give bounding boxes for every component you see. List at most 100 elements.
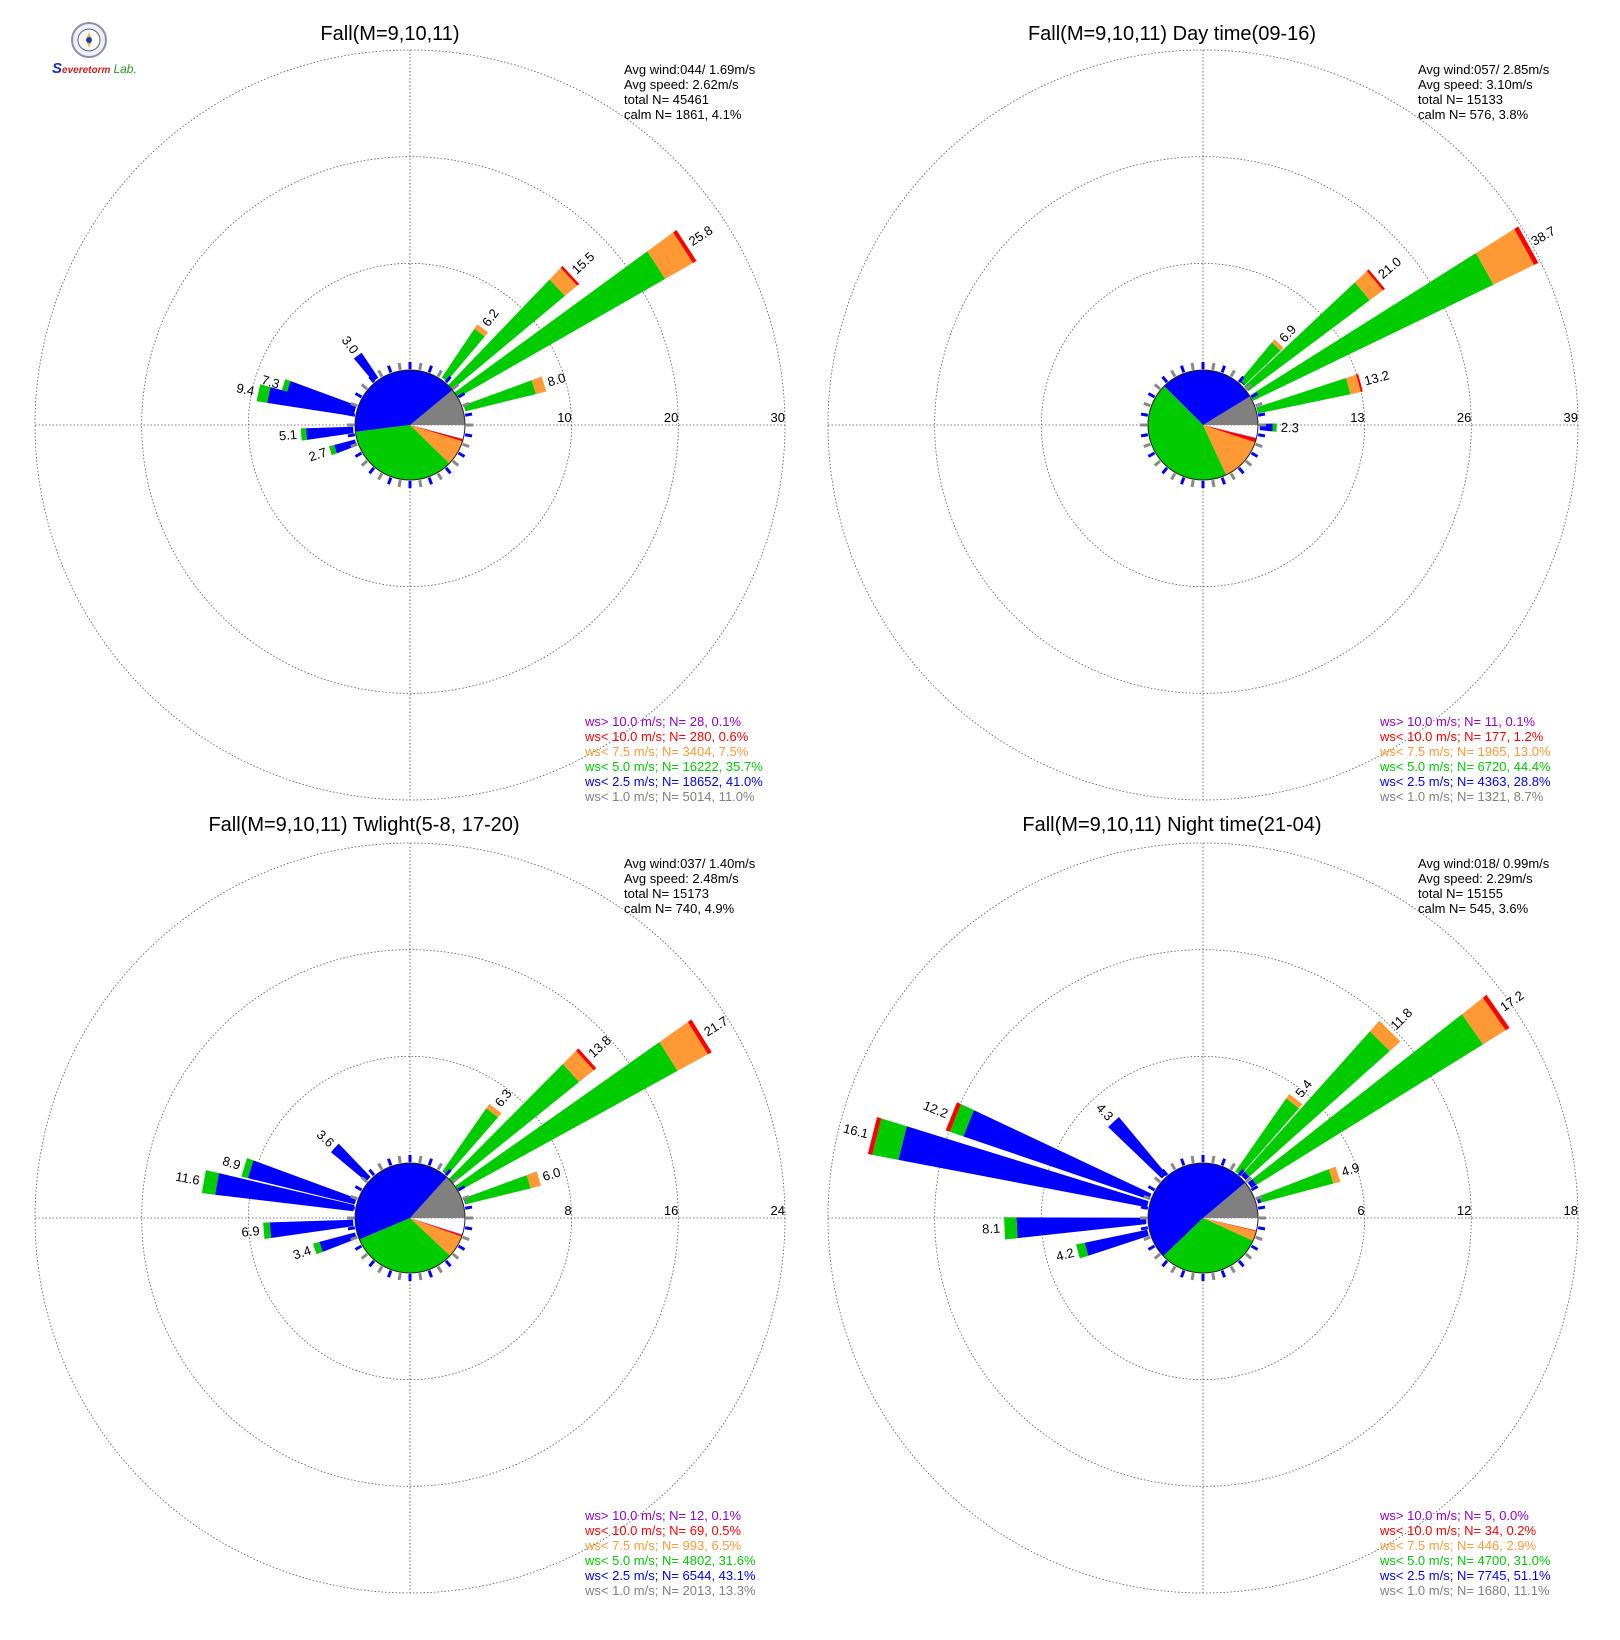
minor-direction-bar bbox=[387, 1158, 393, 1166]
minor-direction-bar bbox=[1250, 392, 1259, 399]
petal-segment-blue bbox=[1108, 1117, 1167, 1179]
minor-direction-bar bbox=[444, 1168, 452, 1177]
minor-direction-bar bbox=[444, 466, 452, 475]
legend-entry: ws< 2.5 m/s; N= 7745, 51.1% bbox=[1379, 1568, 1551, 1583]
petal-segment-orange bbox=[1461, 997, 1506, 1045]
petal-value-label: 5.1 bbox=[278, 427, 297, 444]
lab-logo: Severetorm Lab. bbox=[52, 22, 142, 82]
petal-segment-green bbox=[1004, 1217, 1018, 1240]
petal-segment-green bbox=[1244, 282, 1370, 392]
petal-segment-orange bbox=[526, 1171, 542, 1189]
petal-value-label: 38.7 bbox=[1528, 223, 1557, 248]
petal-segment-blue bbox=[247, 1160, 357, 1205]
minor-direction-bar bbox=[1190, 1272, 1195, 1281]
legend-entry: ws< 1.0 m/s; N= 1680, 11.1% bbox=[1379, 1583, 1550, 1598]
speed-pie-slice bbox=[410, 425, 464, 440]
legend-entry: ws> 10.0 m/s; N= 12, 0.1% bbox=[584, 1508, 742, 1523]
petal-value-label: 17.2 bbox=[1497, 988, 1526, 1015]
minor-direction-bar bbox=[1143, 442, 1151, 448]
petal-segment-green bbox=[441, 328, 485, 382]
minor-direction-bar bbox=[1147, 392, 1156, 399]
minor-direction-bar bbox=[1143, 1235, 1151, 1241]
petal-value-label: 15.5 bbox=[569, 249, 598, 277]
petal-segment-orange bbox=[549, 267, 578, 296]
petal-segment-green bbox=[949, 1104, 974, 1137]
petal-segment-green bbox=[1235, 1098, 1299, 1176]
legend-entry: ws< 2.5 m/s; N= 4363, 28.8% bbox=[1379, 774, 1551, 789]
minor-direction-bar bbox=[1220, 365, 1226, 373]
petal-value-label: 25.8 bbox=[686, 222, 715, 248]
stats-line: Avg speed: 3.10m/s bbox=[1418, 77, 1533, 92]
petal-segment-orange bbox=[1476, 229, 1535, 285]
minor-direction-bar bbox=[462, 1235, 470, 1241]
minor-direction-bar bbox=[1257, 1205, 1266, 1210]
stats-line: calm N= 545, 3.6% bbox=[1418, 901, 1529, 916]
minor-direction-bar bbox=[1257, 433, 1266, 438]
minor-direction-bar bbox=[444, 1259, 452, 1268]
legend-entry: ws< 7.5 m/s; N= 446, 2.9% bbox=[1379, 1538, 1537, 1553]
speed-pie-slice bbox=[1203, 1218, 1257, 1241]
petal-value-label: 4.3 bbox=[1093, 1100, 1116, 1123]
minor-direction-bar bbox=[360, 459, 369, 467]
minor-direction-bar bbox=[1220, 1158, 1226, 1166]
ring-label: 26 bbox=[1457, 410, 1471, 425]
minor-direction-bar bbox=[1170, 1265, 1177, 1274]
petal-segment-green bbox=[442, 1108, 499, 1175]
minor-direction-bar bbox=[397, 1155, 402, 1164]
petal-value-label: 16.1 bbox=[842, 1121, 870, 1142]
minor-direction-bar bbox=[418, 1155, 423, 1164]
speed-pie-slice bbox=[354, 369, 453, 432]
minor-direction-bar bbox=[1170, 1162, 1177, 1171]
speed-pie-slice bbox=[1203, 396, 1258, 425]
minor-direction-bar bbox=[1255, 442, 1263, 448]
legend-entry: ws< 5.0 m/s; N= 4700, 31.0% bbox=[1379, 1553, 1551, 1568]
petal-segment-blue bbox=[334, 439, 357, 454]
petal-segment-green bbox=[201, 1170, 219, 1195]
minor-direction-bar bbox=[457, 1244, 466, 1251]
petal-segment-green bbox=[1272, 423, 1277, 432]
speed-pie-slice bbox=[1163, 1218, 1254, 1273]
ring-label: 12 bbox=[1457, 1203, 1471, 1218]
stats-line: calm N= 1861, 4.1% bbox=[624, 107, 742, 122]
petal-segment-red bbox=[687, 1019, 712, 1055]
minor-direction-bar bbox=[1153, 459, 1162, 467]
petal-segment-green bbox=[241, 1158, 254, 1179]
minor-direction-bar bbox=[427, 365, 433, 373]
panel-title: Fall(M=9,10,11) Twlight(5-8, 17-20) bbox=[208, 814, 519, 836]
petal-segment-orange bbox=[647, 232, 693, 279]
petal-value-label: 6.0 bbox=[541, 1164, 563, 1184]
minor-direction-bar bbox=[368, 1259, 376, 1268]
legend-entry: ws< 7.5 m/s; N= 993, 6.5% bbox=[584, 1538, 742, 1553]
minor-direction-bar bbox=[1244, 1252, 1253, 1260]
minor-direction-bar bbox=[1237, 1168, 1245, 1177]
speed-pie-slice bbox=[410, 425, 464, 442]
minor-direction-bar bbox=[1250, 451, 1259, 458]
petal-value-label: 2.3 bbox=[1281, 420, 1300, 436]
minor-direction-bar bbox=[1211, 362, 1216, 371]
minor-direction-bar bbox=[354, 451, 363, 458]
speed-pie-slice bbox=[410, 1218, 462, 1256]
stats-line: Avg speed: 2.62m/s bbox=[624, 77, 739, 92]
petal-segment-green bbox=[872, 1118, 907, 1160]
speed-pie-slice bbox=[410, 1218, 463, 1235]
petal-segment-orange bbox=[531, 376, 547, 395]
minor-direction-bar bbox=[464, 412, 473, 417]
minor-direction-bar bbox=[1180, 477, 1186, 485]
legend-entry: ws< 10.0 m/s; N= 177, 1.2% bbox=[1379, 729, 1544, 744]
minor-direction-bar bbox=[436, 1162, 443, 1171]
minor-direction-bar bbox=[1180, 1270, 1186, 1278]
panel-title: Fall(M=9,10,11) bbox=[320, 23, 459, 45]
speed-pie-outline bbox=[354, 369, 466, 481]
legend-entry: ws< 1.0 m/s; N= 5014, 11.0% bbox=[584, 789, 755, 804]
petal-segment-green bbox=[1244, 1031, 1390, 1177]
petal-segment-red bbox=[1356, 373, 1363, 393]
petal-segment-blue bbox=[1247, 1179, 1257, 1188]
petal-segment-green bbox=[1259, 1169, 1334, 1203]
petal-segment-orange bbox=[562, 1050, 594, 1083]
wind-rose-panel-2: 13 26 3938.721.06.913.22.3Fall(M=9,10,11) … bbox=[827, 23, 1579, 804]
minor-direction-bar bbox=[1255, 1195, 1263, 1201]
petal-segment-orange bbox=[1286, 1094, 1303, 1109]
petal-segment-green bbox=[448, 1064, 580, 1184]
petal-value-label: 11.6 bbox=[174, 1169, 201, 1188]
petal-segment-red bbox=[1482, 994, 1510, 1031]
